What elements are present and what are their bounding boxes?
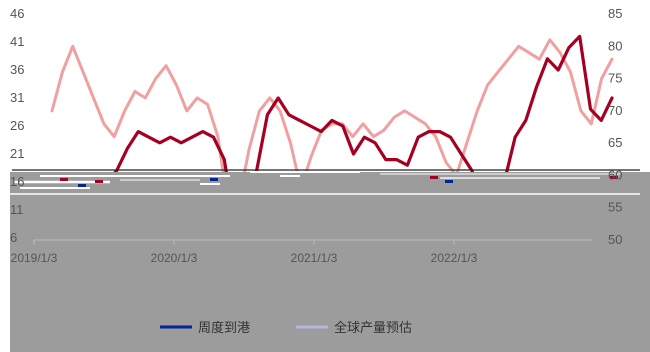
left-tick-label: 6	[10, 230, 17, 245]
artifact-speck	[610, 176, 618, 179]
series-line-weekly-arrivals	[50, 34, 614, 240]
artifact-speck	[95, 180, 103, 183]
left-tick-label: 21	[10, 146, 24, 161]
right-tick-label: 70	[608, 103, 622, 118]
right-tick-label: 85	[608, 6, 622, 21]
x-tick-label: 2020/1/3	[151, 251, 198, 265]
series-layer	[50, 34, 614, 240]
right-tick-label: 55	[608, 200, 622, 215]
left-tick-label: 31	[10, 90, 24, 105]
left-tick-label: 11	[10, 202, 24, 217]
right-tick-label: 80	[608, 38, 622, 53]
left-tick-label: 16	[10, 174, 24, 189]
right-tick-label: 60	[608, 167, 622, 182]
rendering-artifacts	[10, 169, 640, 195]
artifact-speck	[430, 176, 438, 179]
legend-label: 全球产量预估	[334, 320, 412, 336]
artifact-speck	[60, 178, 68, 181]
left-axis-ticks: 6 11 16 21 26 31 36 41 46	[10, 6, 24, 245]
right-axis-ticks: 50 55 60 65 70 75 80 85	[608, 6, 622, 247]
x-tick-label: 2021/1/3	[291, 251, 338, 265]
artifact-speck	[78, 184, 86, 187]
x-tick-label: 2022/1/3	[431, 251, 478, 265]
legend-label: 周度到港	[198, 320, 250, 336]
series-line-global-output	[50, 38, 614, 210]
left-tick-label: 46	[10, 6, 24, 21]
artifact-speck	[210, 178, 218, 181]
left-tick-label: 36	[10, 62, 24, 77]
left-tick-label: 41	[10, 34, 24, 49]
legend: 周度到港 全球产量预估	[160, 320, 412, 336]
x-tick-label: 2019/1/3	[11, 251, 58, 265]
artifact-speck	[445, 180, 453, 183]
gray-overlay-band	[10, 172, 650, 352]
right-tick-label: 65	[608, 135, 622, 150]
left-tick-label: 26	[10, 118, 24, 133]
x-axis-ticks: 2019/1/3 2020/1/3 2021/1/3 2022/1/3	[11, 240, 478, 265]
right-tick-label: 75	[608, 71, 622, 86]
right-tick-label: 50	[608, 232, 622, 247]
